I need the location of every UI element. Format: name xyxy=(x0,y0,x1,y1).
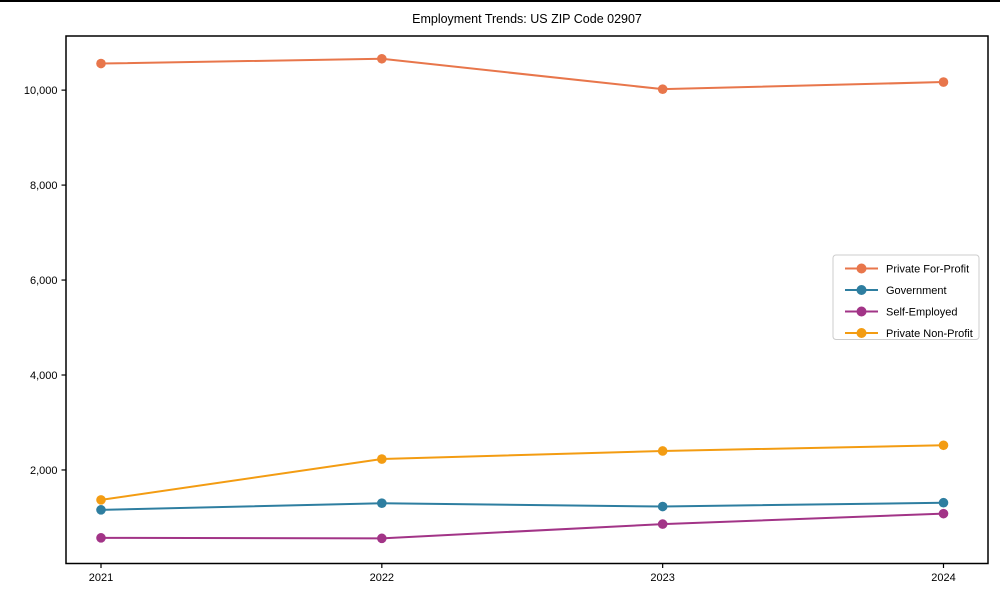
series-line-government xyxy=(100,501,945,511)
data-point xyxy=(657,446,668,456)
data-point xyxy=(377,53,387,64)
data-point xyxy=(657,501,668,512)
chart-title: Employment Trends: US ZIP Code 02907 xyxy=(412,12,642,26)
series-line-private-for-profit xyxy=(100,57,945,91)
y-axis-tick-label: 2,000 xyxy=(30,465,58,477)
data-point xyxy=(938,497,949,508)
data-point xyxy=(938,508,949,519)
data-point xyxy=(377,533,387,544)
legend-marker-icon xyxy=(856,263,867,274)
data-point xyxy=(657,519,668,529)
x-axis-tick-label: 2023 xyxy=(650,572,674,584)
data-point xyxy=(96,58,106,69)
series-line-private-non-profit xyxy=(100,444,945,501)
x-axis-tick-label: 2022 xyxy=(370,572,394,584)
data-point xyxy=(96,505,106,515)
x-axis-tick-label: 2021 xyxy=(89,572,113,584)
legend-marker-icon xyxy=(856,328,867,338)
legend-label: Self-Employed xyxy=(886,306,958,318)
legend-label: Private For-Profit xyxy=(886,263,969,275)
data-point xyxy=(657,84,668,94)
legend-entry: Self-Employed xyxy=(845,306,958,318)
legend-box: Private For-Profit Government Self-Employe… xyxy=(832,254,980,340)
legend-label: Government xyxy=(886,285,947,297)
legend-marker-icon xyxy=(856,285,867,295)
x-axis-tick-label: 2024 xyxy=(931,572,955,584)
y-axis-tick-label: 8,000 xyxy=(30,180,58,192)
axes-frame xyxy=(65,35,989,565)
legend-marker-icon xyxy=(856,306,867,317)
data-point xyxy=(377,454,387,464)
data-point xyxy=(938,440,949,451)
legend-entry: Private For-Profit xyxy=(845,263,969,275)
series-line-self-employed xyxy=(100,512,945,540)
data-point xyxy=(96,495,106,505)
data-point xyxy=(96,533,106,543)
legend-entry: Private Non-Profit xyxy=(845,328,973,340)
plot-area: 2,000 4,000 6,000 8,000 10,000 2021 2022 2023 20… xyxy=(24,35,989,584)
data-point xyxy=(938,77,949,87)
y-axis-tick-label: 4,000 xyxy=(30,370,58,382)
figure-top-border xyxy=(0,0,1000,2)
legend-label: Private Non-Profit xyxy=(886,328,973,340)
y-axis-tick-label: 10,000 xyxy=(24,85,58,97)
data-point xyxy=(377,498,387,509)
legend-frame xyxy=(832,254,980,340)
legend-entry: Government xyxy=(845,285,947,297)
y-axis-tick-label: 6,000 xyxy=(30,275,58,287)
